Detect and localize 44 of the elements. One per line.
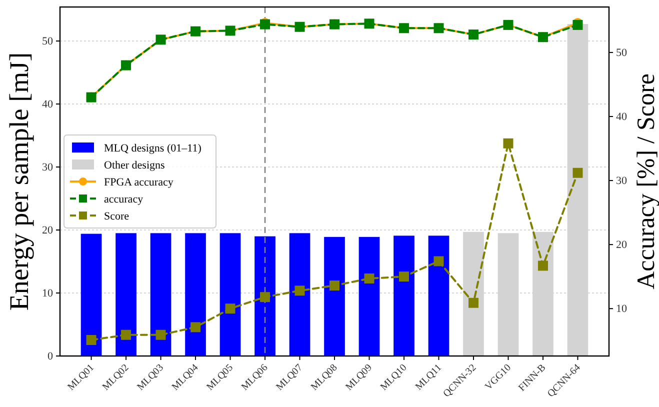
y-tick-label: 50: [42, 36, 54, 48]
y-tick-label: 0: [48, 350, 54, 363]
point: [156, 330, 166, 340]
bar: [185, 233, 206, 356]
point: [330, 280, 340, 291]
point: [364, 274, 374, 284]
y2-tick-label: 40: [616, 111, 628, 124]
point: [434, 256, 444, 266]
point: [225, 304, 236, 314]
legend-label: Score: [104, 210, 130, 222]
bar: [254, 236, 276, 356]
y-tick-label: 10: [42, 288, 54, 300]
point: [398, 272, 409, 282]
y-tick-label: 30: [42, 162, 54, 174]
bar: [324, 236, 345, 356]
y-tick-label: 20: [42, 224, 54, 237]
y-tick-label: 40: [42, 98, 54, 111]
y2-axis-title: Accuracy [%] / Score: [632, 74, 659, 290]
point: [468, 298, 478, 308]
point: [572, 168, 583, 178]
point: [121, 330, 132, 340]
point: [503, 138, 514, 148]
y2-tick-label: 10: [616, 303, 628, 316]
bar: [220, 233, 241, 356]
legend-label: Other designs: [104, 159, 165, 172]
legend-label: MLQ designs (01–11): [104, 142, 202, 154]
y2-tick-label: 30: [616, 175, 628, 188]
point: [538, 260, 548, 271]
bar: [150, 233, 172, 356]
bar: [289, 233, 310, 356]
point: [260, 292, 270, 302]
bar: [80, 234, 102, 356]
point: [190, 322, 201, 332]
point: [294, 286, 305, 296]
legend-label: accuracy: [104, 193, 144, 206]
bar: [358, 236, 380, 356]
y-axis-title: Energy per sample [mJ]: [4, 52, 34, 311]
legend-label: FPGA accuracy: [104, 176, 174, 188]
y2-tick-label: 50: [616, 46, 628, 59]
bar: [428, 236, 450, 356]
y2-tick-label: 20: [616, 239, 628, 252]
point: [86, 334, 96, 345]
bar: [394, 236, 414, 356]
bar: [116, 233, 136, 356]
